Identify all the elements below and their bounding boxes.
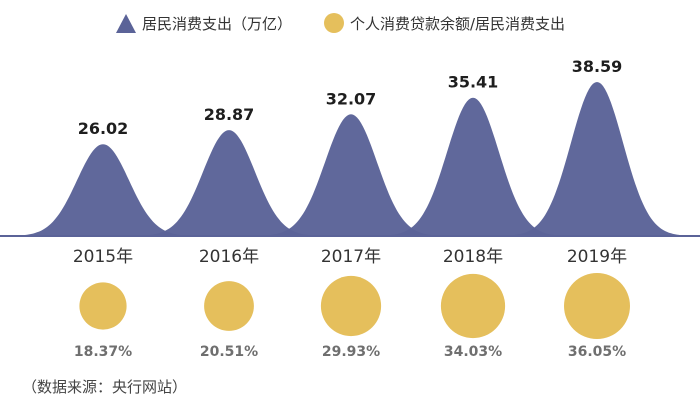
spending-peak — [0, 144, 213, 236]
year-label: 2016年 — [199, 247, 259, 267]
legend-triangle-icon — [116, 14, 136, 33]
ratio-bubble — [320, 275, 382, 337]
spending-peak — [119, 130, 339, 236]
spending-value-labels: 26.02 28.87 32.07 35.41 38.59 — [78, 57, 623, 138]
baseline — [0, 235, 700, 237]
spending-peak — [487, 82, 700, 236]
ratio-percent-label: 20.51% — [200, 344, 258, 360]
ratio-bubble — [440, 273, 506, 339]
ratio-percent-label: 34.03% — [444, 344, 502, 360]
legend: 居民消费支出（万亿） 个人消费贷款余额/居民消费支出 — [116, 13, 565, 33]
legend-series-1-label: 居民消费支出（万亿） — [142, 15, 292, 33]
spending-value-label: 28.87 — [204, 105, 255, 124]
year-label: 2015年 — [73, 247, 133, 267]
ratio-percent-label: 36.05% — [568, 344, 626, 360]
spending-value-label: 26.02 — [78, 119, 129, 138]
legend-circle-icon — [324, 13, 344, 33]
spending-value-label: 32.07 — [326, 89, 377, 108]
spending-value-label: 38.59 — [572, 57, 623, 76]
ratio-percent-label: 18.37% — [74, 344, 132, 360]
year-label: 2019年 — [567, 247, 627, 267]
spending-peak — [363, 97, 583, 236]
ratio-bubble — [204, 281, 254, 331]
spending-peak — [241, 114, 461, 236]
source-note: （数据来源：央行网站） — [22, 378, 187, 396]
ratio-percent-label: 29.93% — [322, 344, 380, 360]
year-label: 2017年 — [321, 247, 381, 267]
legend-series-2-label: 个人消费贷款余额/居民消费支出 — [350, 15, 565, 33]
year-label: 2018年 — [443, 247, 503, 267]
year-axis-labels: 2015年 2016年 2017年 2018年 2019年 — [73, 247, 627, 267]
ratio-bubble — [564, 273, 630, 339]
ratio-bubbles — [79, 273, 630, 339]
ratio-percent-labels: 18.37% 20.51% 29.93% 34.03% 36.05% — [74, 344, 626, 360]
ratio-bubble — [79, 282, 127, 330]
spending-value-label: 35.41 — [448, 73, 499, 92]
spending-peaks — [0, 82, 700, 237]
